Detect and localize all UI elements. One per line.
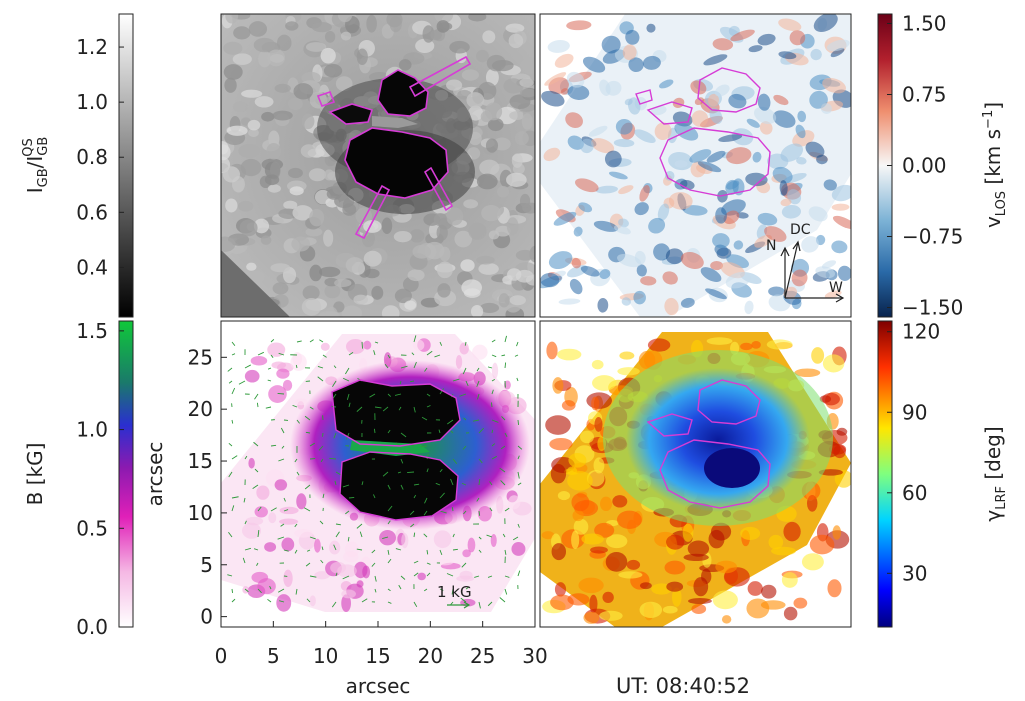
y-tick-label: 5	[200, 553, 213, 577]
contour-lines	[331, 379, 461, 521]
intensity-colorbar-label: IGB/IGBQS	[21, 137, 51, 194]
contour-lines	[635, 67, 771, 197]
colorbar-tick-label: 1.2	[76, 35, 108, 59]
colorbar-tick-label: 60	[902, 481, 927, 505]
x-tick-label: 25	[470, 644, 495, 668]
intensity-panel	[221, 14, 535, 317]
colorbar-tick-label: 0.00	[902, 154, 947, 178]
colorbar-tick-label: 0.75	[902, 82, 947, 106]
colorbar-tick-label: 0.4	[76, 255, 108, 279]
bfield-panel: 1 kG	[221, 334, 535, 613]
colorbar-tick-label: −1.50	[902, 296, 963, 320]
intensity-panel-frame	[220, 13, 536, 318]
y-tick-label: 20	[188, 397, 213, 421]
colorbar-tick-label: 0.8	[76, 145, 108, 169]
vector-legend-label: 1 kG	[437, 583, 472, 601]
x-tick-label: 20	[418, 644, 443, 668]
field-vectors	[227, 335, 523, 609]
velocity-colorbar-label: vLOS [km s−1]	[981, 102, 1009, 228]
ut-timestamp: UT: 08:40:52	[616, 674, 750, 698]
west-label: W	[829, 280, 843, 296]
inclination-colorbar	[877, 320, 893, 628]
north-label: N	[766, 238, 776, 254]
x-tick-label: 15	[365, 644, 390, 668]
x-tick-label: 5	[267, 644, 280, 668]
velocity-texture	[540, 14, 851, 316]
inclination-panel-frame	[539, 320, 852, 628]
contour-lines	[316, 55, 472, 240]
bfield-colorbar	[118, 320, 134, 628]
velocity-panel-frame	[539, 13, 852, 318]
colorbar-tick-label: 1.0	[76, 418, 108, 442]
colorbar-tick-label: −0.75	[902, 225, 963, 249]
x-tick-label: 30	[522, 644, 547, 668]
y-tick-label: 15	[188, 449, 213, 473]
inclination-colorbar-label: γLRF [deg]	[981, 426, 1009, 521]
colorbar-tick-label: 90	[902, 400, 927, 424]
colorbar-ticks: 0.40.60.81.01.21.500.750.00−0.75−1.500.0…	[76, 11, 963, 639]
axis-ticks: 0 5 10 15 20 25 30 0 5 10 15 20 25	[188, 345, 548, 668]
colorbar-tick-label: 120	[902, 320, 940, 344]
y-tick-label: 0	[200, 605, 213, 629]
colorbar-tick-label: 1.5	[76, 319, 108, 343]
y-tick-label: 10	[188, 501, 213, 525]
contour-lines	[646, 379, 771, 509]
colorbar-tick-label: 0.5	[76, 516, 108, 540]
disk-center-label: DC	[790, 222, 811, 238]
inclination-panel	[540, 332, 851, 627]
x-tick-label: 0	[215, 644, 228, 668]
intensity-colorbar	[118, 13, 134, 318]
colorbar-tick-label: 0.6	[76, 200, 108, 224]
y-tick-label: 25	[188, 345, 213, 369]
colorbar-tick-label: 1.50	[902, 11, 947, 35]
colorbar-tick-label: 0.0	[76, 615, 108, 639]
bfield-colorbar-label: B [kG]	[23, 443, 47, 506]
x-tick-label: 10	[313, 644, 338, 668]
orientation-compass	[780, 240, 845, 303]
colorbar-tick-label: 30	[902, 561, 927, 585]
y-axis-title: arcsec	[143, 442, 167, 507]
velocity-panel: N DC W	[540, 14, 851, 317]
x-axis-title: arcsec	[346, 674, 411, 698]
colorbar-tick-label: 1.0	[76, 90, 108, 114]
